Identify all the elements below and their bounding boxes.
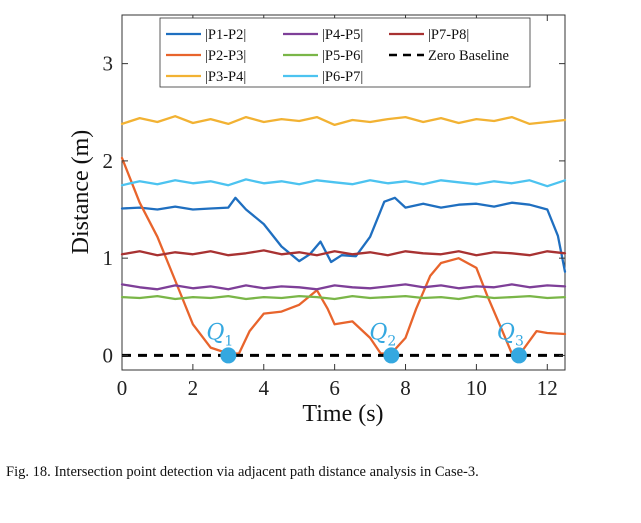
legend-label-p4-p5: |P4-P5| [322,27,363,43]
series-line-p1-p2 [120,196,567,273]
x-tick-label: 8 [400,376,411,400]
series-line-p5-p6 [120,294,567,301]
series-layer [120,115,567,357]
x-tick-label: 2 [188,376,199,400]
series-line-p2-p3 [120,156,567,355]
x-tick-label: 12 [537,376,558,400]
legend-label-p5-p6: |P5-P6| [322,48,363,64]
y-axis-ticks: 0 1 2 3 [103,52,565,367]
legend-label-p7-p8: |P7-P8| [428,27,469,43]
series-line-p7-p8 [120,249,567,257]
figure-caption: Fig. 18. Intersection point detection vi… [6,464,479,480]
y-tick-label: 0 [103,343,114,367]
y-axis-label: Distance (m) [68,130,94,255]
x-axis-ticks: 0 2 4 6 8 10 12 [117,15,558,400]
intersection-marker-q3 [510,347,527,364]
legend-label-p6-p7: |P6-P7| [322,69,363,85]
legend-label-p3-p4: |P3-P4| [205,69,246,85]
legend-box [159,17,531,88]
legend-label-zero-baseline: Zero Baseline [428,48,509,64]
y-tick-label: 1 [103,246,114,270]
x-tick-label: 0 [117,376,128,400]
intersection-marker-q2 [383,347,400,364]
y-tick-label: 3 [103,52,114,76]
intersection-points: Q1 Q2 Q3 [206,320,527,364]
series-line-p4-p5 [120,283,567,291]
intersection-marker-q1 [220,347,237,364]
legend: |P1-P2| |P2-P3| |P3-P4| |P4-P5| |P5-P6| |P6-P… [159,17,531,88]
legend-label-p1-p2: |P1-P2| [205,27,246,43]
y-tick-label: 2 [103,149,114,173]
x-tick-label: 10 [466,376,487,400]
legend-label-p2-p3: |P2-P3| [205,48,246,64]
x-tick-label: 6 [329,376,340,400]
series-line-p6-p7 [120,178,567,188]
series-line-p3-p4 [120,115,567,127]
x-tick-label: 4 [259,376,270,400]
x-axis-label: Time (s) [302,401,383,427]
